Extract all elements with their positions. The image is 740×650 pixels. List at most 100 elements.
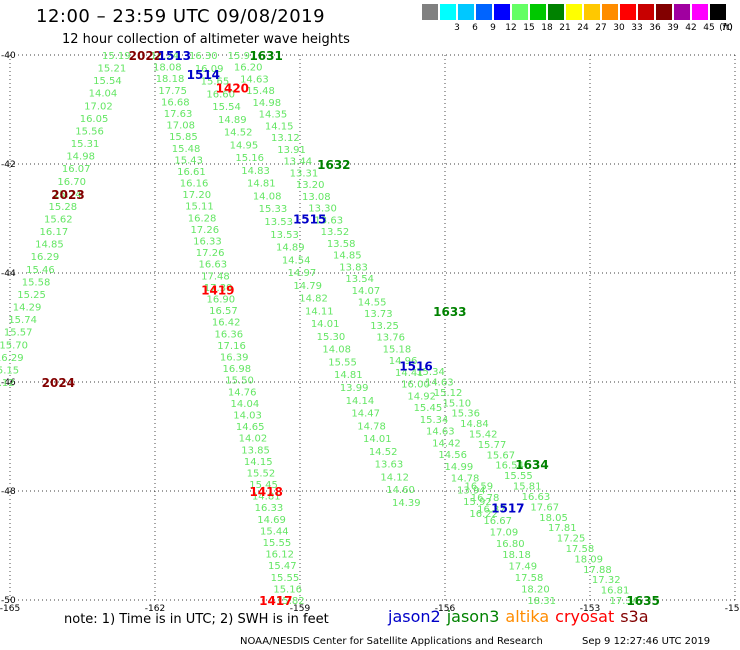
swh-value: 15.48 — [246, 86, 275, 97]
footer-note: note: 1) Time is in UTC; 2) SWH is in fe… — [64, 612, 329, 627]
pass-label: 1633 — [433, 305, 466, 319]
swh-value: 15.46 — [26, 265, 55, 276]
swh-value: 14.99 — [445, 462, 474, 473]
swh-value: 14.01 — [311, 319, 340, 330]
swh-value: 17.63 — [164, 109, 193, 120]
swh-value: 14.97 — [288, 268, 317, 279]
color-swatch — [656, 4, 672, 20]
axes: -165 -162 -159 -156 -153 -150 -50 -48 -46 -44 -42 -… — [0, 51, 740, 614]
swh-value: 15.44 — [260, 526, 289, 537]
swh-value: 13.91 — [277, 145, 306, 156]
y-tick-label: -50 — [1, 596, 16, 606]
color-swatch — [494, 4, 510, 20]
swh-value: 13.52 — [321, 227, 350, 238]
pass-label: 2022 — [129, 49, 162, 63]
swh-value: 15.12 — [0, 378, 15, 389]
swh-value: 15.85 — [169, 132, 198, 143]
swh-value: 14.81 — [252, 492, 281, 503]
color-scale-label: 9 — [490, 23, 496, 33]
swh-value: 16.39 — [220, 352, 249, 363]
swh-value: 16.80 — [496, 539, 525, 550]
swh-value: 15.34 — [420, 415, 449, 426]
swh-value: 15.45 — [249, 480, 278, 491]
pass-label: 1635 — [626, 594, 659, 608]
pass-label: 1517 — [491, 501, 524, 515]
swh-value: 17.58 — [566, 544, 595, 555]
swh-value: 17.08 — [166, 121, 195, 132]
pass-label: 1516 — [399, 360, 432, 374]
swh-value: 14.69 — [257, 515, 286, 526]
swh-value: 16.20 — [234, 63, 263, 74]
swh-value: 14.29 — [13, 303, 42, 314]
swh-value: 17.67 — [530, 502, 559, 513]
swh-value: 17.39 — [204, 283, 233, 294]
swh-value: 14.92 — [407, 391, 436, 402]
swh-value: 14.81 — [247, 179, 276, 190]
swh-value: 15.74 — [8, 315, 37, 326]
swh-value: 16.30 — [189, 51, 218, 62]
swh-value: 16.63 — [198, 260, 227, 271]
swh-value: 14.55 — [358, 298, 387, 309]
swh-value: 18.20 — [521, 585, 550, 596]
swh-value: 15.19 — [102, 51, 131, 62]
swh-value: 17.09 — [490, 527, 519, 538]
swh-value: 17.58 — [515, 573, 544, 584]
swh-value: 15.18 — [383, 344, 412, 355]
swh-value: 16.81 — [601, 586, 630, 597]
color-scale-label: 6 — [472, 23, 478, 33]
swh-value: 16.54 — [495, 461, 524, 472]
credit-text: NOAA/NESDIS Center for Satellite Applica… — [240, 636, 543, 647]
color-scale-label: 24 — [577, 23, 589, 33]
chart-subtitle: 12 hour collection of altimeter wave hei… — [62, 32, 350, 47]
swh-value: 16.60 — [206, 89, 235, 100]
swh-value: 15.16 — [235, 153, 264, 164]
color-swatch — [584, 4, 600, 20]
swh-value: 15.65 — [201, 77, 230, 88]
swh-value: 16.12 — [265, 550, 294, 561]
swh-value: 17.75 — [158, 86, 187, 97]
swh-value: 16.29 — [0, 353, 24, 364]
color-scale-label: 27 — [595, 23, 607, 33]
swh-value: 14.78 — [451, 474, 480, 485]
swh-value: 13.76 — [376, 333, 405, 344]
color-swatch — [620, 4, 636, 20]
color-swatch — [710, 4, 726, 20]
swh-value: 15.54 — [93, 76, 122, 87]
swh-value: 14.84 — [460, 419, 489, 430]
chart-title: 12:00 – 23:59 UTC 09/08/2019 — [36, 6, 326, 27]
color-swatch — [674, 4, 690, 20]
legend-item: s3a — [620, 607, 649, 626]
legend-item: jason2 — [388, 607, 441, 626]
swh-value: 14.08 — [253, 191, 282, 202]
swh-value: 16.17 — [40, 227, 69, 238]
pass-label: 1515 — [293, 213, 326, 227]
swh-value: 14.78 — [357, 421, 386, 432]
swh-value: 13.54 — [345, 274, 374, 285]
swh-value: 16.33 — [255, 503, 284, 514]
swh-value: 15.12 — [434, 388, 463, 399]
swh-value: 14.96 — [389, 356, 418, 367]
swh-value: 15.56 — [75, 126, 104, 137]
legend-item: cryosat — [555, 607, 615, 626]
swh-value: 14.65 — [236, 422, 265, 433]
swh-value: 14.35 — [259, 110, 288, 121]
x-tick-label: -150 — [725, 604, 740, 614]
swh-value: 13.12 — [271, 133, 300, 144]
swh-value: 16.59 — [465, 482, 494, 493]
swh-value: 15.74 — [53, 189, 82, 200]
color-scale-label: 30 — [613, 23, 625, 33]
y-tick-label: -42 — [1, 160, 16, 170]
pass-label: 1419 — [201, 283, 234, 297]
swh-value: 15.45 — [414, 403, 443, 414]
swh-value: 15.42 — [469, 430, 498, 441]
swh-value: 14.42 — [432, 438, 461, 449]
pass-label: 1514 — [187, 68, 220, 82]
x-tick-label: -159 — [290, 604, 311, 614]
swh-value: 15.43 — [174, 155, 203, 166]
swh-value: 15.11 — [185, 202, 214, 213]
generated-timestamp: Sep 9 12:27:46 UTC 2019 — [582, 636, 711, 647]
y-tick-label: -48 — [1, 487, 16, 497]
pass-label: 1631 — [249, 49, 282, 63]
